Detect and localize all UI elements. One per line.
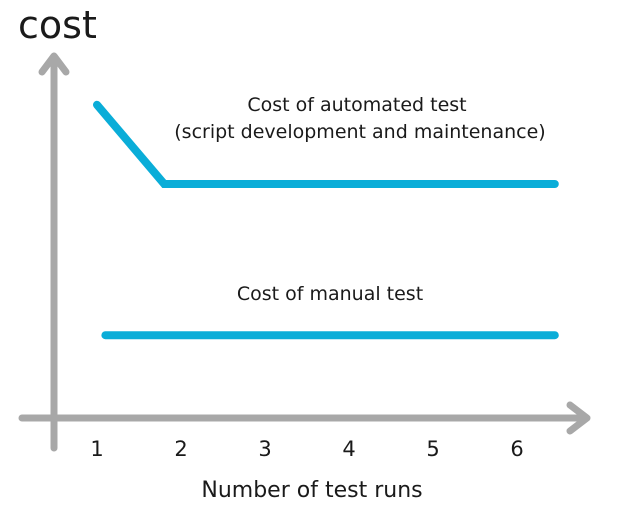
y-axis-arrowhead	[38, 52, 70, 76]
x-axis-label: Number of test runs	[201, 478, 422, 503]
automated-test-label-line2: (script development and maintenance)	[174, 121, 545, 143]
x-tick-labels: 1 2 3 4 5 6	[90, 437, 523, 461]
automated-test-label-line1: Cost of automated test	[247, 94, 466, 116]
manual-test-label: Cost of manual test	[237, 283, 423, 305]
x-tick-label-6: 6	[510, 437, 523, 461]
x-tick-label-3: 3	[258, 437, 271, 461]
x-axis-arrowhead	[566, 401, 591, 435]
y-axis-label: cost	[18, 3, 97, 47]
x-tick-label-4: 4	[342, 437, 355, 461]
x-tick-label-2: 2	[174, 437, 187, 461]
x-tick-label-1: 1	[90, 437, 103, 461]
automated-test-cost-line	[93, 100, 559, 188]
x-tick-label-5: 5	[426, 437, 439, 461]
y-axis	[38, 52, 70, 452]
x-axis	[18, 401, 591, 435]
